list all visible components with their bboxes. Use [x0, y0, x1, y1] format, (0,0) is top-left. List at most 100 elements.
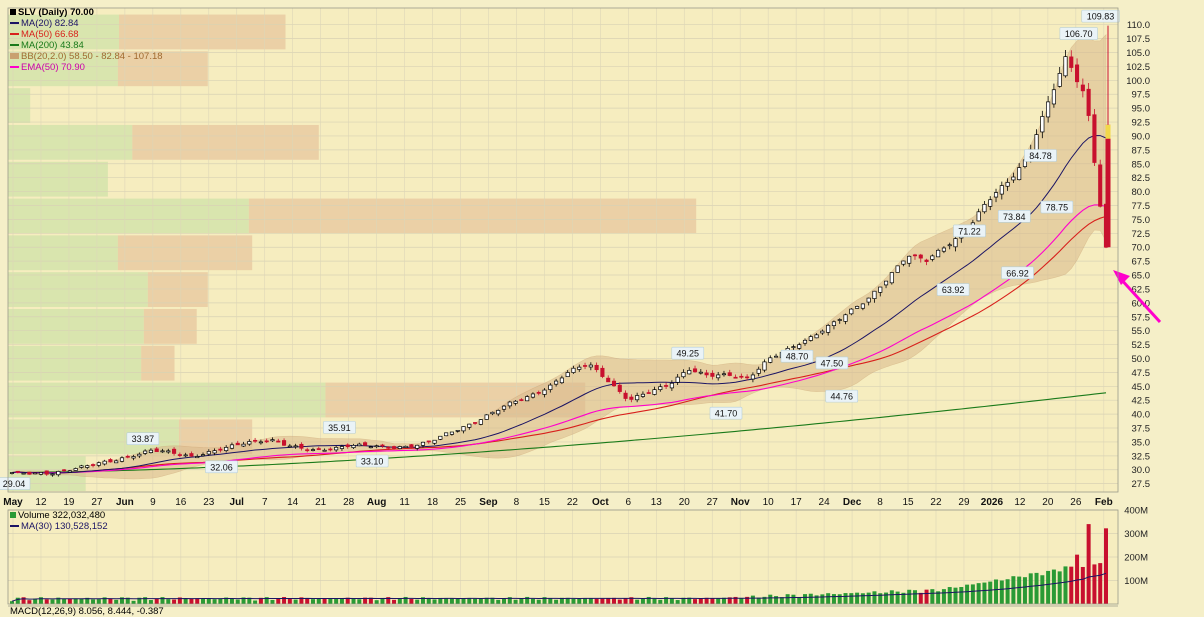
candle-body: [339, 446, 344, 449]
volume-bar: [554, 599, 559, 604]
x-tick-label: 26: [1070, 497, 1082, 508]
volume-bar: [392, 599, 397, 604]
candle-body: [721, 373, 727, 376]
volume-profile-up: [8, 14, 119, 50]
candle-body: [1075, 64, 1080, 83]
candle-body: [357, 443, 362, 447]
candle-body: [44, 470, 49, 475]
candle-body: [299, 443, 304, 449]
y-tick-label: 107.5: [1126, 34, 1150, 45]
ma20-line: [11, 134, 1107, 474]
price-annotation-box: [780, 349, 814, 363]
y-tick-label: 92.5: [1132, 118, 1151, 129]
legend-bb-text: BB(20,2.0) 58.50 - 82.84 - 107.18: [21, 51, 163, 62]
y-tick-label: 27.5: [1132, 479, 1151, 490]
volume-profile-up: [8, 161, 108, 197]
volume-profile-down: [132, 124, 319, 160]
x-tick-label: 15: [539, 497, 551, 508]
price-annotation-box: [1059, 27, 1098, 40]
volume-bar: [160, 597, 165, 604]
candle-body: [883, 280, 889, 286]
x-tick-label: 27: [707, 497, 719, 508]
volume-bar: [837, 594, 842, 604]
y-tick-label: 102.5: [1126, 62, 1150, 73]
volume-bar: [901, 592, 906, 604]
volume-bar: [403, 596, 408, 604]
candle-body: [420, 441, 426, 446]
x-tick-label: Nov: [731, 497, 750, 508]
volume-bar: [872, 591, 877, 604]
volume-bar: [1098, 563, 1103, 604]
candle-body: [617, 384, 622, 392]
candle-body: [843, 314, 848, 322]
volume-bar: [154, 598, 159, 604]
x-tick-label: 12: [1014, 497, 1026, 508]
volume-bar: [1005, 579, 1010, 604]
volume-bar: [1080, 566, 1085, 604]
volume-bar: [461, 598, 466, 604]
volume-bar: [611, 597, 616, 604]
x-tick-label: 28: [343, 497, 355, 508]
volume-bar: [455, 598, 460, 604]
volume-bar: [91, 599, 96, 604]
volume-bar: [137, 597, 142, 604]
candle-body: [73, 468, 78, 471]
candle-body: [195, 456, 200, 459]
candle-body: [1051, 89, 1056, 105]
volume-bar: [264, 597, 269, 604]
candle-body: [218, 448, 223, 451]
volume-bar: [247, 597, 252, 604]
y-tick-label: 90.0: [1132, 131, 1151, 142]
candle-body: [901, 260, 906, 265]
candle-body: [56, 471, 61, 476]
candle-body: [988, 199, 993, 207]
price-annotation-box: [997, 210, 1031, 223]
y-tick-label: 80.0: [1132, 187, 1151, 198]
volume-bar: [826, 593, 831, 604]
candle-body: [548, 384, 553, 390]
candle-body: [38, 472, 43, 475]
candle-body: [310, 449, 316, 451]
volume-bar: [721, 597, 726, 604]
candle-body: [322, 449, 327, 452]
volume-bar: [698, 598, 703, 604]
x-tick-label: 15: [902, 497, 914, 508]
volume-bar: [965, 584, 970, 604]
volume-bar: [843, 593, 848, 604]
price-annotation-box: [953, 224, 986, 238]
volume-bar: [420, 597, 425, 604]
candle-body: [484, 414, 489, 420]
candle-body: [426, 440, 431, 443]
candle-body: [154, 448, 159, 453]
candle-body: [993, 192, 999, 198]
candle-body: [808, 336, 813, 341]
candle-body: [200, 454, 206, 457]
candle-body: [930, 255, 935, 260]
volume-ma30-line: [11, 572, 1107, 602]
volume-bar: [119, 597, 124, 604]
volume-bar: [704, 597, 709, 604]
candle-body: [727, 372, 732, 376]
volume-bar: [976, 583, 981, 604]
candle-body: [872, 290, 877, 299]
volume-bar: [797, 596, 802, 604]
volume-bar: [716, 598, 721, 604]
candle-body: [212, 450, 217, 454]
volume-bar: [669, 597, 674, 604]
volume-profile-down: [248, 198, 697, 234]
candle-body: [264, 440, 269, 443]
candle-body: [241, 443, 246, 447]
price-annotation: 29.04: [3, 479, 26, 489]
candle-body: [368, 446, 373, 449]
candle-body: [704, 372, 709, 376]
volume-bar: [941, 589, 946, 604]
candle-body: [1069, 56, 1074, 68]
x-tick-label: Dec: [843, 497, 862, 508]
x-tick-label: 12: [35, 497, 47, 508]
candle-body: [473, 422, 478, 424]
candle-body: [652, 389, 657, 395]
candle-body: [855, 306, 860, 309]
volume-bar: [496, 599, 501, 604]
candle-body: [90, 464, 96, 466]
candle-body: [640, 393, 645, 397]
